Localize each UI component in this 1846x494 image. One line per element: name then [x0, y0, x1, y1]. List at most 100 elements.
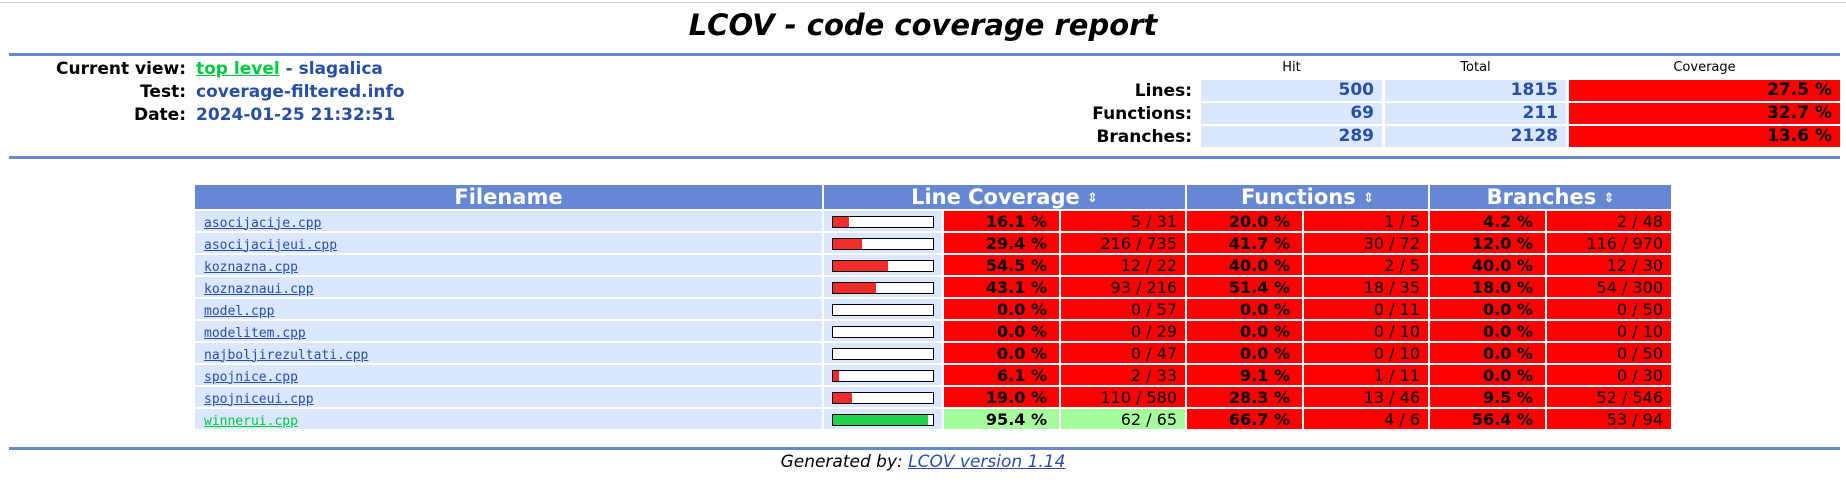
line-coverage-percent: 29.4 %	[944, 233, 1059, 253]
table-row: spojnice.cpp 6.1 % 2 / 33 9.1 % 1 / 11 0.0 % 0…	[195, 365, 1671, 385]
file-link[interactable]: koznazna.cpp	[204, 259, 298, 275]
table-row: najboljirezultati.cpp 0.0 % 0 / 47 0.0 % 0 /…	[195, 343, 1671, 363]
line-coverage-count: 0 / 57	[1061, 299, 1185, 319]
coverage-bar	[832, 392, 934, 404]
file-link[interactable]: asocijacije.cpp	[204, 215, 322, 231]
line-coverage-count: 0 / 47	[1061, 343, 1185, 363]
coverage-bar	[832, 238, 934, 250]
current-view-value: top level - slagalica	[196, 59, 383, 79]
summary-total-value: 2128	[1385, 126, 1566, 147]
top-level-link[interactable]: top level	[196, 59, 280, 79]
coverage-bar-cell	[824, 409, 942, 429]
branches-percent: 0.0 %	[1430, 365, 1545, 385]
line-coverage-percent: 0.0 %	[944, 321, 1059, 341]
functions-count: 4 / 6	[1304, 409, 1428, 429]
branches-count: 0 / 50	[1547, 299, 1671, 319]
summary-hit-value: 289	[1201, 126, 1382, 147]
functions-header-label: Functions	[1241, 185, 1356, 209]
branches-count: 0 / 50	[1547, 343, 1671, 363]
line-coverage-percent: 95.4 %	[944, 409, 1059, 429]
coverage-bar-cell	[824, 321, 942, 341]
functions-percent: 20.0 %	[1187, 211, 1302, 231]
line-coverage-percent: 6.1 %	[944, 365, 1059, 385]
branches-percent: 56.4 %	[1430, 409, 1545, 429]
line-coverage-header: Line Coverage ⇕	[824, 185, 1185, 209]
functions-percent: 0.0 %	[1187, 321, 1302, 341]
file-link[interactable]: najboljirezultati.cpp	[204, 347, 369, 363]
branches-count: 54 / 300	[1547, 277, 1671, 297]
table-row: winnerui.cpp 95.4 % 62 / 65 66.7 % 4 / 6 56.4…	[195, 409, 1671, 429]
file-link[interactable]: modelitem.cpp	[204, 325, 306, 341]
table-row: modelitem.cpp 0.0 % 0 / 29 0.0 % 0 / 10 0.0 %…	[195, 321, 1671, 341]
filename-header: Filename	[195, 185, 822, 209]
coverage-bar-cell	[824, 277, 942, 297]
line-coverage-count: 0 / 29	[1061, 321, 1185, 341]
file-link[interactable]: asocijacijeui.cpp	[204, 237, 338, 253]
header-rule-top	[9, 53, 1840, 56]
coverage-bar-fill	[833, 217, 850, 227]
line-coverage-count: 93 / 216	[1061, 277, 1185, 297]
summary-total-value: 1815	[1385, 80, 1566, 101]
branches-header-label: Branches	[1486, 185, 1597, 209]
top-border	[0, 2, 1846, 3]
file-link[interactable]: spojniceui.cpp	[204, 391, 314, 407]
line-coverage-count: 110 / 580	[1061, 387, 1185, 407]
coverage-bar-fill	[833, 371, 840, 381]
functions-percent: 9.1 %	[1187, 365, 1302, 385]
coverage-bar	[832, 370, 934, 382]
branches-percent: 0.0 %	[1430, 321, 1545, 341]
line-coverage-count: 62 / 65	[1061, 409, 1185, 429]
branches-percent: 40.0 %	[1430, 255, 1545, 275]
lcov-version-link[interactable]: LCOV version 1.14	[908, 452, 1066, 472]
sort-icon[interactable]: ⇕	[1603, 191, 1615, 206]
functions-percent: 0.0 %	[1187, 343, 1302, 363]
coverage-bar	[832, 326, 934, 338]
coverage-bar-fill	[833, 415, 929, 425]
current-view-label: Current view:	[56, 59, 186, 79]
summary-col-hit: Hit	[1282, 60, 1301, 75]
table-row: model.cpp 0.0 % 0 / 57 0.0 % 0 / 11 0.0 % 0 / …	[195, 299, 1671, 319]
coverage-bar-fill	[833, 393, 852, 403]
line-coverage-percent: 16.1 %	[944, 211, 1059, 231]
functions-header: Functions ⇕	[1187, 185, 1428, 209]
footer-prefix: Generated by:	[780, 452, 909, 472]
branches-percent: 9.5 %	[1430, 387, 1545, 407]
coverage-bar	[832, 282, 934, 294]
file-link[interactable]: spojnice.cpp	[204, 369, 298, 385]
branches-percent: 18.0 %	[1430, 277, 1545, 297]
coverage-bar	[832, 348, 934, 360]
file-link[interactable]: model.cpp	[204, 303, 275, 319]
branches-percent: 12.0 %	[1430, 233, 1545, 253]
functions-percent: 51.4 %	[1187, 277, 1302, 297]
summary-row-label: Lines:	[1134, 81, 1192, 101]
coverage-bar-fill	[833, 261, 888, 271]
functions-count: 0 / 10	[1304, 343, 1428, 363]
table-row: koznazna.cpp 54.5 % 12 / 22 40.0 % 2 / 5 40.0…	[195, 255, 1671, 275]
summary-hit-value: 500	[1201, 80, 1382, 101]
footer-rule	[9, 447, 1840, 450]
sort-icon[interactable]: ⇕	[1087, 191, 1098, 206]
header-rule-bottom	[9, 156, 1840, 159]
functions-percent: 66.7 %	[1187, 409, 1302, 429]
coverage-bar	[832, 260, 934, 272]
branches-count: 0 / 10	[1547, 321, 1671, 341]
coverage-bar-cell	[824, 233, 942, 253]
file-link[interactable]: koznaznaui.cpp	[204, 281, 314, 297]
sort-icon[interactable]: ⇕	[1363, 191, 1374, 206]
filename-cell: spojnice.cpp	[195, 365, 822, 385]
summary-hit-value: 69	[1201, 103, 1382, 124]
functions-count: 18 / 35	[1304, 277, 1428, 297]
page-title: LCOV - code coverage report	[688, 8, 1158, 42]
file-link[interactable]: winnerui.cpp	[204, 413, 298, 429]
line-coverage-count: 2 / 33	[1061, 365, 1185, 385]
coverage-bar	[832, 414, 934, 426]
branches-count: 52 / 546	[1547, 387, 1671, 407]
filename-cell: modelitem.cpp	[195, 321, 822, 341]
coverage-bar-cell	[824, 211, 942, 231]
summary-col-total: Total	[1460, 60, 1491, 75]
date-value: 2024-01-25 21:32:51	[196, 105, 396, 125]
filename-header-label: Filename	[454, 185, 563, 209]
line-coverage-percent: 19.0 %	[944, 387, 1059, 407]
table-row: spojniceui.cpp 19.0 % 110 / 580 28.3 % 13 / …	[195, 387, 1671, 407]
line-coverage-count: 12 / 22	[1061, 255, 1185, 275]
